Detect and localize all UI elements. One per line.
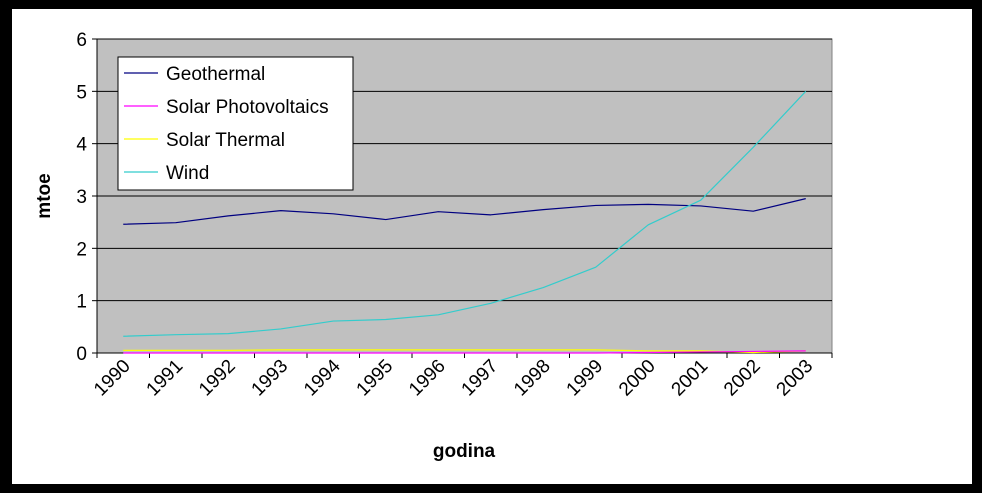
y-tick-label: 4 [76,135,87,156]
x-tick-label: 1999 [563,356,608,401]
series-line-geothermal [123,198,806,225]
y-axis-title: mtoe [34,173,55,218]
x-tick-label: 1991 [143,356,188,401]
legend-box [117,56,354,191]
legend-label: Solar Thermal [166,130,285,151]
legend: Geothermal Solar Photovoltaics Solar Therm… [117,56,354,191]
x-tick-label: 1990 [90,356,135,401]
legend-label: Solar Photovoltaics [166,97,329,118]
x-tick-label: 1994 [300,355,345,400]
y-tick-label: 0 [76,344,87,365]
y-tick-label: 1 [76,292,87,313]
x-tick-label: 2000 [615,356,660,401]
x-tick-labels: 1990 1991 1992 1993 1994 1995 1996 1997 1998 1999… [90,355,817,400]
series-line-wind [123,90,807,337]
y-tick-label: 2 [76,239,87,260]
series-line-solar-photovoltaics [123,350,806,354]
series-line-solar-thermal [123,349,806,354]
x-tick-label: 1997 [458,356,503,401]
legend-label: Wind [166,163,209,184]
y-tick-label: 6 [76,30,87,51]
x-tick-label: 1998 [510,356,555,401]
gridlines [97,38,832,302]
x-tick-label: 2002 [720,356,765,401]
x-tick-label: 1995 [353,356,398,401]
x-axis-title: godina [433,441,496,462]
x-tick-label: 2001 [668,356,713,401]
series-lines [123,90,807,354]
y-tick-label: 3 [76,187,87,208]
y-tick-labels: 0 1 2 3 4 5 6 [76,30,87,365]
x-tick-label: 1993 [248,356,293,401]
y-tick-label: 5 [76,82,87,103]
x-tick-label: 1992 [195,356,240,401]
x-tick-label: 2003 [773,356,818,401]
legend-label: Geothermal [166,64,265,85]
x-tick-label: 1996 [405,356,450,401]
